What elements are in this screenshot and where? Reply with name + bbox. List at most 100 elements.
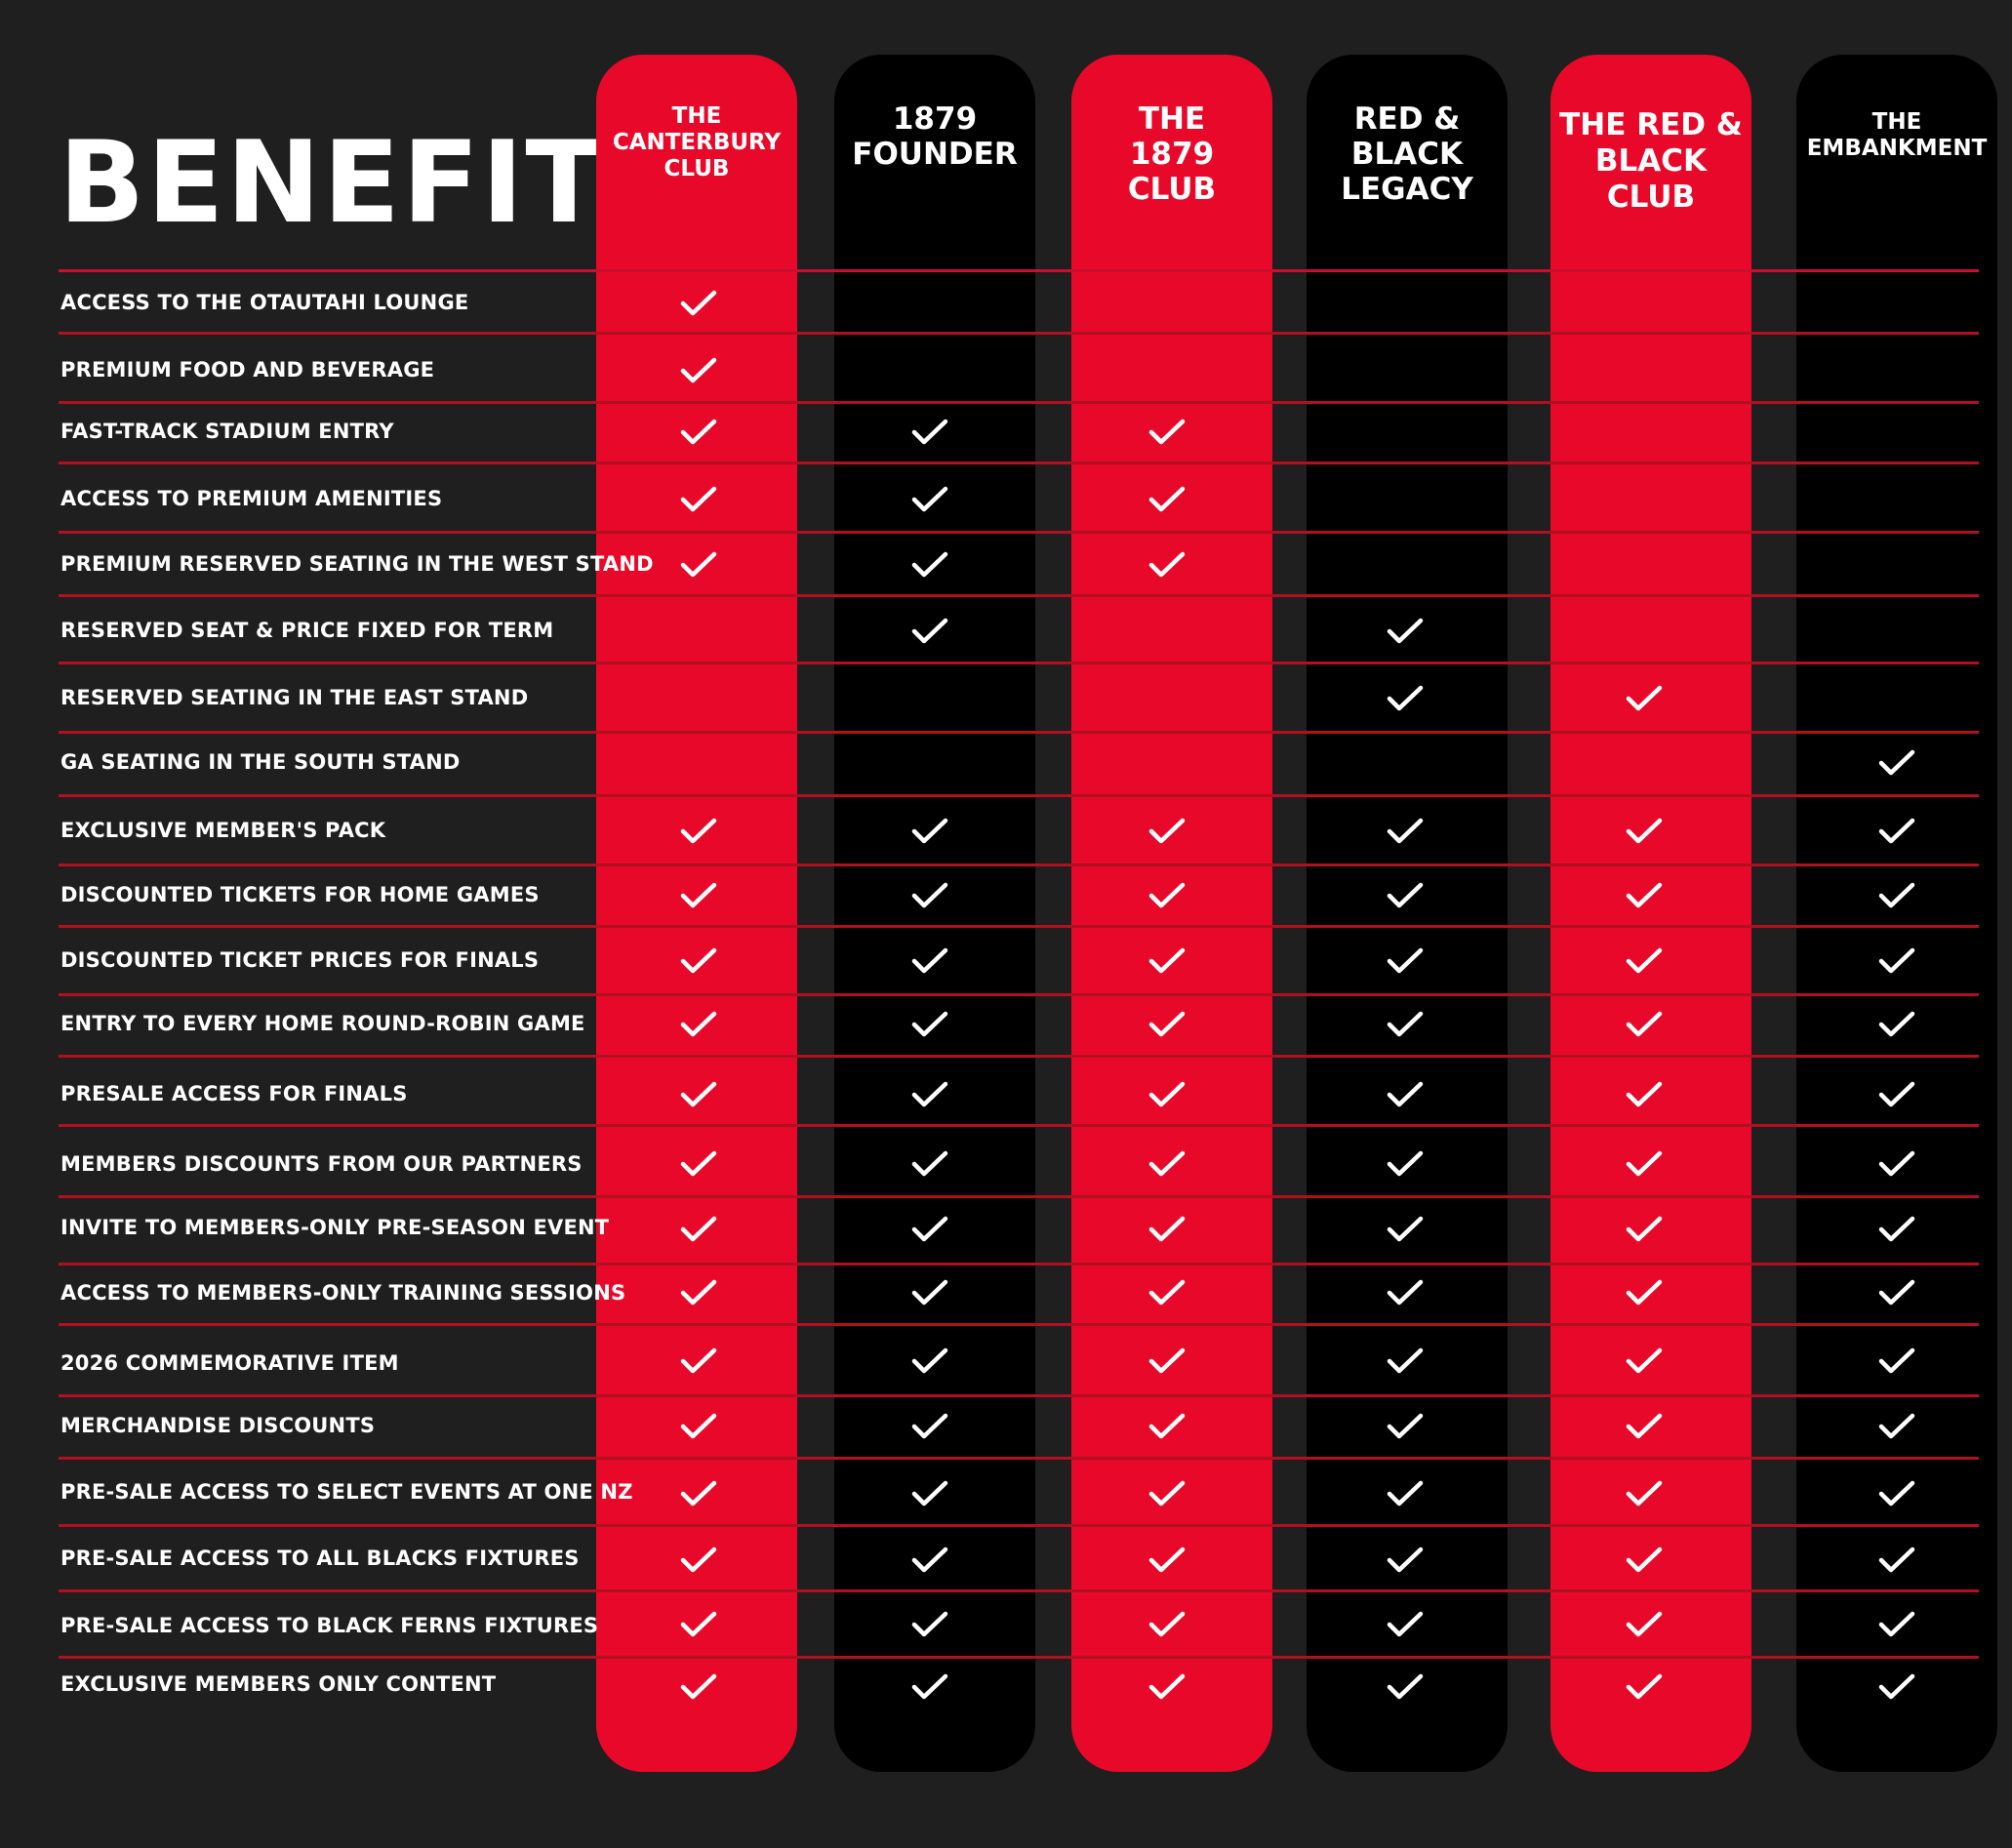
check-icon bbox=[1625, 1610, 1664, 1639]
row-divider bbox=[59, 1263, 1979, 1265]
check-icon bbox=[1386, 1546, 1425, 1575]
check-icon bbox=[1386, 817, 1425, 846]
check-icon bbox=[1147, 1346, 1187, 1376]
check-icon bbox=[1625, 946, 1664, 976]
check-icon bbox=[679, 485, 718, 514]
check-icon bbox=[1625, 1080, 1664, 1109]
check-icon bbox=[1386, 1010, 1425, 1039]
row-divider bbox=[59, 731, 1979, 734]
check-icon bbox=[1386, 1610, 1425, 1639]
check-icon bbox=[679, 817, 718, 846]
check-icon bbox=[910, 1672, 949, 1702]
check-icon bbox=[1877, 817, 1916, 846]
row-divider bbox=[59, 1394, 1979, 1397]
check-icon bbox=[679, 1215, 718, 1244]
benefit-label: FAST-TRACK STADIUM ENTRY bbox=[60, 420, 394, 443]
check-icon bbox=[910, 617, 949, 646]
check-icon bbox=[1147, 881, 1187, 910]
tier-header-5: THE RED & BLACK CLUB bbox=[1559, 107, 1743, 215]
check-icon bbox=[1386, 1278, 1425, 1307]
benefit-label: EXCLUSIVE MEMBER'S PACK bbox=[60, 819, 386, 842]
tier-header-6: THE EMBANKMENT bbox=[1806, 109, 1988, 161]
benefit-label: DISCOUNTED TICKET PRICES FOR FINALS bbox=[60, 948, 540, 972]
benefit-label: PREMIUM RESERVED SEATING IN THE WEST STA… bbox=[60, 552, 654, 576]
tier-column-6: THE EMBANKMENT bbox=[1796, 55, 1997, 1772]
check-icon bbox=[1625, 684, 1664, 713]
benefit-label: 2026 COMMEMORATIVE ITEM bbox=[60, 1351, 399, 1375]
row-divider bbox=[59, 662, 1979, 664]
check-icon bbox=[1386, 1479, 1425, 1508]
check-icon bbox=[1386, 617, 1425, 646]
benefit-label: ACCESS TO THE OTAUTAHI LOUNGE bbox=[60, 291, 469, 314]
check-icon bbox=[1147, 550, 1187, 580]
benefit-label: RESERVED SEAT & PRICE FIXED FOR TERM bbox=[60, 619, 554, 642]
tier-column-1: THE CANTERBURY CLUB bbox=[596, 55, 797, 1772]
check-icon bbox=[1625, 1672, 1664, 1702]
check-icon bbox=[1877, 946, 1916, 976]
check-icon bbox=[1625, 817, 1664, 846]
row-divider bbox=[59, 332, 1979, 335]
check-icon bbox=[910, 881, 949, 910]
row-divider bbox=[59, 1524, 1979, 1527]
row-divider bbox=[59, 1656, 1979, 1659]
row-divider bbox=[59, 594, 1979, 597]
check-icon bbox=[1147, 1672, 1187, 1702]
check-icon bbox=[679, 1610, 718, 1639]
check-icon bbox=[910, 1215, 949, 1244]
check-icon bbox=[1877, 1215, 1916, 1244]
check-icon bbox=[910, 946, 949, 976]
benefit-label: GA SEATING IN THE SOUTH STAND bbox=[60, 750, 461, 774]
check-icon bbox=[1147, 1546, 1187, 1575]
tier-column-2: 1879 FOUNDER bbox=[834, 55, 1035, 1772]
row-divider bbox=[59, 993, 1979, 996]
check-icon bbox=[679, 1080, 718, 1109]
check-icon bbox=[1147, 1080, 1187, 1109]
benefit-label: RESERVED SEATING IN THE EAST STAND bbox=[60, 686, 529, 709]
check-icon bbox=[1877, 881, 1916, 910]
benefit-label: PRE-SALE ACCESS TO ALL BLACKS FIXTURES bbox=[60, 1547, 580, 1570]
row-divider bbox=[59, 864, 1979, 866]
check-icon bbox=[1625, 1149, 1664, 1179]
check-icon bbox=[1147, 1215, 1187, 1244]
benefit-label: PRE-SALE ACCESS TO BLACK FERNS FIXTURES bbox=[60, 1614, 599, 1637]
check-icon bbox=[910, 485, 949, 514]
check-icon bbox=[1877, 1278, 1916, 1307]
check-icon bbox=[679, 1479, 718, 1508]
page-title: BENEFITS bbox=[59, 117, 689, 249]
check-icon bbox=[910, 1546, 949, 1575]
check-icon bbox=[910, 1479, 949, 1508]
row-divider bbox=[59, 1055, 1979, 1058]
tier-header-3: THE 1879 CLUB bbox=[1127, 101, 1217, 207]
tier-header-4: RED & BLACK LEGACY bbox=[1341, 101, 1473, 207]
check-icon bbox=[1147, 1610, 1187, 1639]
check-icon bbox=[1625, 1412, 1664, 1441]
row-divider bbox=[59, 925, 1979, 928]
check-icon bbox=[679, 946, 718, 976]
check-icon bbox=[1877, 1080, 1916, 1109]
tier-column-5: THE RED & BLACK CLUB bbox=[1550, 55, 1751, 1772]
row-divider bbox=[59, 1589, 1979, 1592]
check-icon bbox=[1386, 1080, 1425, 1109]
check-icon bbox=[910, 418, 949, 447]
check-icon bbox=[910, 1412, 949, 1441]
check-icon bbox=[679, 418, 718, 447]
check-icon bbox=[910, 1346, 949, 1376]
row-divider bbox=[59, 1124, 1979, 1127]
check-icon bbox=[679, 550, 718, 580]
check-icon bbox=[1147, 946, 1187, 976]
check-icon bbox=[1877, 1610, 1916, 1639]
tier-header-2: 1879 FOUNDER bbox=[852, 101, 1018, 172]
benefit-label: ACCESS TO PREMIUM AMENITIES bbox=[60, 487, 443, 510]
check-icon bbox=[910, 1610, 949, 1639]
check-icon bbox=[1877, 1546, 1916, 1575]
check-icon bbox=[1147, 1479, 1187, 1508]
check-icon bbox=[1147, 1412, 1187, 1441]
check-icon bbox=[679, 1010, 718, 1039]
check-icon bbox=[1877, 1346, 1916, 1376]
check-icon bbox=[1386, 1672, 1425, 1702]
check-icon bbox=[1877, 1010, 1916, 1039]
row-divider bbox=[59, 794, 1979, 797]
check-icon bbox=[679, 1412, 718, 1441]
check-icon bbox=[1877, 1672, 1916, 1702]
check-icon bbox=[910, 1080, 949, 1109]
